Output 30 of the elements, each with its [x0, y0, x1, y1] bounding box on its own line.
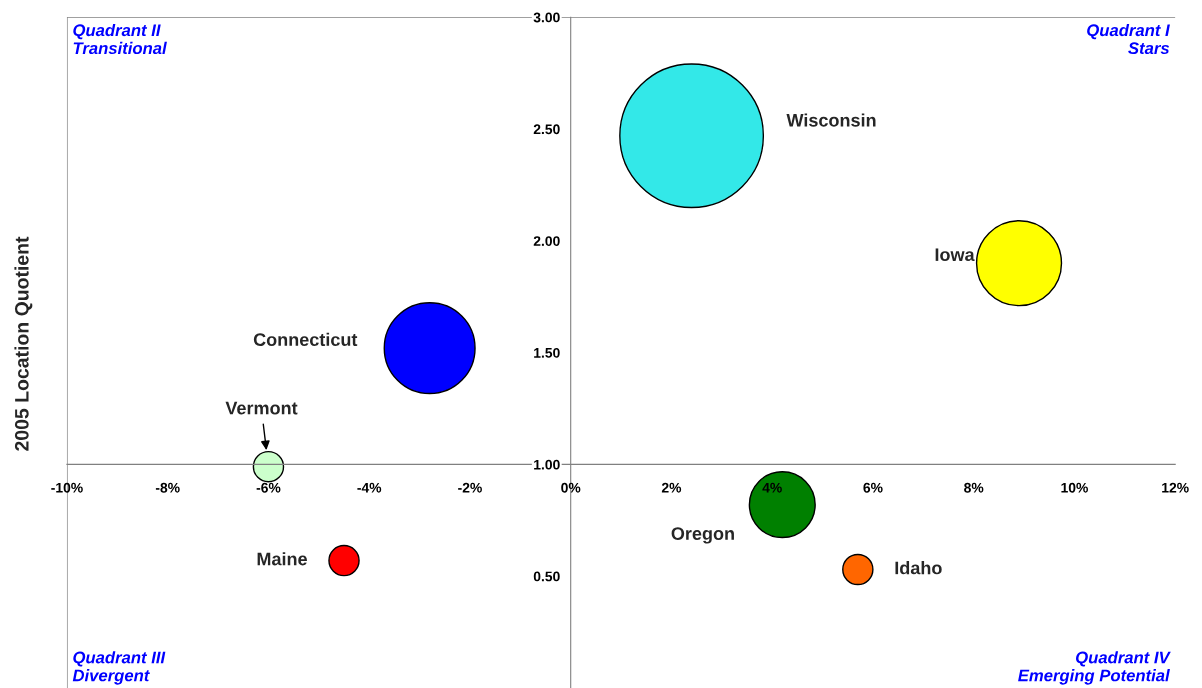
x-tick-label: -8%	[155, 482, 180, 493]
x-tick-label: -10%	[51, 482, 83, 493]
series-label: Wisconsin	[786, 113, 876, 127]
y-axis-title: 2005 Location Quotient	[14, 236, 33, 451]
series-label: Connecticut	[253, 332, 358, 347]
x-tick-label: 4%	[762, 482, 782, 493]
series-label: Idaho	[895, 561, 942, 575]
y-tick-label: 0.50	[533, 571, 560, 582]
x-tick-label: -2%	[458, 482, 482, 493]
y-tick-label: 1.00	[534, 459, 560, 470]
series-label: Iowa	[935, 248, 975, 262]
y-tick-label: 3.00	[533, 12, 560, 23]
series-label: Oregon	[671, 527, 734, 544]
series-label: Maine	[257, 552, 307, 566]
text: Vermont	[225, 401, 298, 415]
y-tick-label: 1.50	[534, 347, 560, 358]
annotation: Quadrant III Divergent	[72, 651, 166, 685]
x-tick-label: 0%	[561, 482, 581, 493]
annotation: Quadrant II Transitional	[73, 23, 167, 55]
annotation: Quadrant IV Emerging Potential	[1018, 651, 1171, 685]
x-tick-label: -6%	[256, 482, 281, 493]
x-tick-label: -4%	[357, 482, 382, 493]
x-tick-label: 12%	[1162, 482, 1189, 493]
y-tick-label: 2.50	[533, 124, 560, 135]
x-tick-label: 2%	[661, 482, 682, 493]
annotation: Quadrant I Stars	[1087, 23, 1170, 55]
x-tick-label: 6%	[863, 482, 883, 493]
y-tick-label: 2.00	[533, 236, 560, 246]
x-tick-label: 8%	[964, 482, 984, 493]
x-tick-label: 10%	[1061, 482, 1088, 493]
